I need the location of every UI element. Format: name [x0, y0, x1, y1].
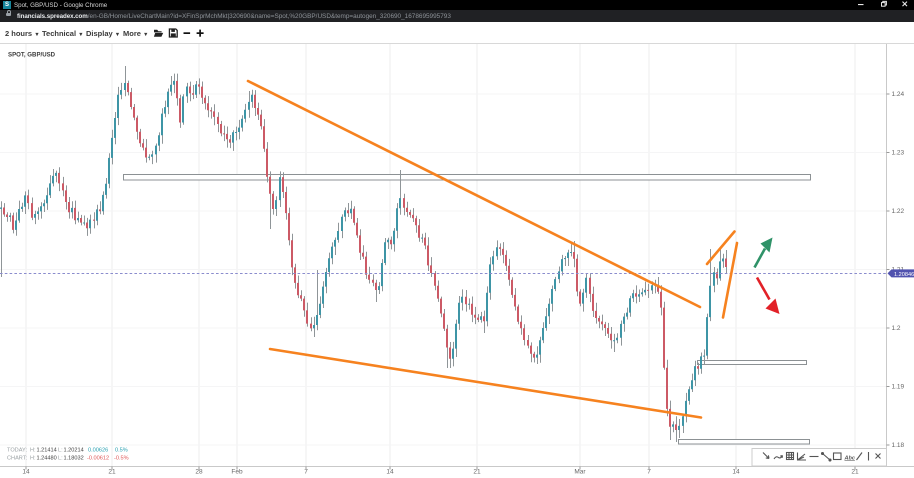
svg-text:1.24480: 1.24480	[37, 456, 57, 462]
svg-text:-0.5%: -0.5%	[114, 456, 129, 462]
svg-text:14: 14	[22, 469, 30, 476]
svg-text:14: 14	[732, 469, 740, 476]
svg-text:L:: L:	[58, 448, 63, 454]
svg-text:L:: L:	[58, 456, 63, 462]
svg-text:1.18032: 1.18032	[64, 456, 84, 462]
svg-text:1.21414: 1.21414	[37, 448, 57, 454]
svg-text:0.5%: 0.5%	[115, 448, 128, 454]
svg-text:21: 21	[851, 469, 859, 476]
svg-text:1.22: 1.22	[892, 208, 905, 215]
svg-text:1.20846: 1.20846	[894, 272, 914, 278]
svg-text:Mar: Mar	[574, 469, 586, 476]
svg-text:14: 14	[386, 469, 394, 476]
svg-text:SPOT, GBP/USD: SPOT, GBP/USD	[8, 52, 56, 59]
svg-text:H:: H:	[30, 456, 36, 462]
svg-text:TODAY:: TODAY:	[7, 448, 27, 454]
svg-text:0.00626: 0.00626	[88, 448, 108, 454]
svg-text:1.24: 1.24	[892, 91, 905, 98]
svg-text:1.20214: 1.20214	[64, 448, 84, 454]
svg-text:1.18: 1.18	[892, 442, 905, 449]
svg-text:1.23: 1.23	[892, 150, 905, 157]
svg-text:-0.00612: -0.00612	[87, 456, 109, 462]
svg-text:21: 21	[108, 469, 116, 476]
svg-text:Abc: Abc	[844, 455, 855, 461]
svg-text:H:: H:	[30, 448, 36, 454]
svg-text:1.19: 1.19	[892, 384, 905, 391]
svg-text:CHART:: CHART:	[7, 456, 28, 462]
svg-text:7: 7	[647, 469, 651, 476]
svg-text:1.2: 1.2	[892, 325, 901, 332]
svg-text:21: 21	[473, 469, 481, 476]
svg-text:Feb: Feb	[231, 469, 243, 476]
svg-text:28: 28	[195, 469, 203, 476]
svg-text:7: 7	[304, 469, 308, 476]
